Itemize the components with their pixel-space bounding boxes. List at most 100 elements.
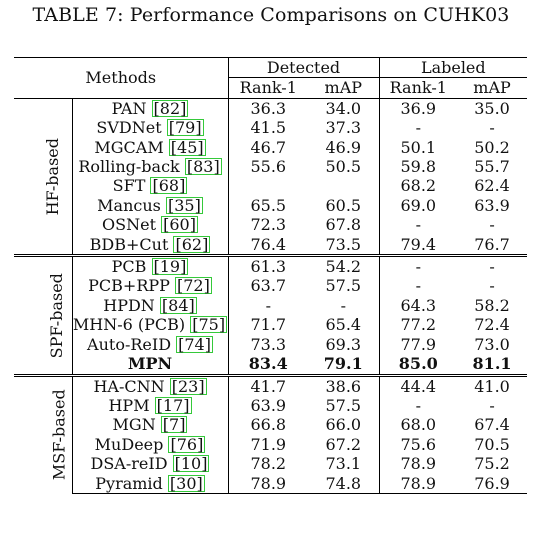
detected-map-cell: 73.1 <box>308 454 379 473</box>
detected-rank1-cell: 36.3 <box>228 98 308 118</box>
citation-number: 62 <box>182 235 202 254</box>
detected-rank1-cell: 71.7 <box>228 315 308 334</box>
citation-number: 35 <box>174 196 194 215</box>
citation-link[interactable]: [7] <box>161 416 188 433</box>
detected-map-cell: 60.5 <box>308 196 379 215</box>
group-label-cell: HF-based <box>14 98 72 255</box>
table-row: DSA-reID [10] 78.2 73.1 78.9 75.2 <box>14 454 527 473</box>
citation-link[interactable]: [62] <box>173 236 210 253</box>
detected-map-cell: - <box>308 296 379 315</box>
group-label-cell: SPF-based <box>14 256 72 375</box>
method-name: BDB+Cut <box>90 235 169 254</box>
method-name: MPN <box>128 354 172 373</box>
method-cell: PAN [82] <box>72 98 228 118</box>
citation-number: 10 <box>181 454 201 473</box>
labeled-rank1-cell: 68.2 <box>379 176 457 195</box>
labeled-rank1-cell: 59.8 <box>379 157 457 176</box>
citation-link[interactable]: [83] <box>185 158 222 175</box>
citation-link[interactable]: [68] <box>150 177 187 194</box>
method-name: Pyramid <box>95 474 163 493</box>
labeled-map-cell: 63.9 <box>457 196 527 215</box>
method-cell: Auto-ReID [74] <box>72 335 228 354</box>
method-cell: MHN-6 (PCB) [75] <box>72 315 228 334</box>
detected-map-cell: 73.5 <box>308 235 379 256</box>
citation-link[interactable]: [19] <box>152 258 189 275</box>
method-name: OSNet <box>102 215 156 234</box>
labeled-rank1-cell: - <box>379 276 457 295</box>
table-row: HPDN [84] - -64.3 58.2 <box>14 296 527 315</box>
labeled-rank1-cell: - <box>379 215 457 234</box>
table-row: SVDNet [79] 41.5 37.3- - <box>14 118 527 137</box>
citation-link[interactable]: [82] <box>152 100 189 117</box>
citation-link[interactable]: [23] <box>170 378 207 395</box>
group-label: HF-based <box>43 138 62 215</box>
method-cell: Pyramid [30] <box>72 474 228 494</box>
citation-link[interactable]: [75] <box>190 316 227 333</box>
citation-link[interactable]: [45] <box>169 139 206 156</box>
method-cell: MuDeep [76] <box>72 435 228 454</box>
header-row: Methods Detected Labeled <box>14 58 527 78</box>
citation-link[interactable]: [76] <box>168 436 205 453</box>
labeled-rank1-cell: 44.4 <box>379 375 457 396</box>
method-name: SVDNet <box>96 118 161 137</box>
citation-number: 79 <box>175 118 195 137</box>
method-cell: SFT [68] <box>72 176 228 195</box>
detected-map-cell: 37.3 <box>308 118 379 137</box>
detected-rank1-cell: 46.7 <box>228 138 308 157</box>
citation-number: 30 <box>176 474 196 493</box>
citation-number: 19 <box>160 257 180 276</box>
method-cell: DSA-reID [10] <box>72 454 228 473</box>
method-name: SFT <box>113 176 146 195</box>
detected-rank1-cell: - <box>228 296 308 315</box>
method-cell: OSNet [60] <box>72 215 228 234</box>
table-row: HPM [17] 63.9 57.5 - - <box>14 396 527 415</box>
detected-rank1-cell: 73.3 <box>228 335 308 354</box>
citation-number: 7 <box>169 415 179 434</box>
detected-map-cell: 74.8 <box>308 474 379 494</box>
method-name: MGCAM <box>94 138 163 157</box>
group-label-cell: MSF-based <box>14 375 72 493</box>
detected-rank1-cell: 63.9 <box>228 396 308 415</box>
citation-number: 72 <box>183 276 203 295</box>
methods-header: Methods <box>14 58 228 99</box>
labeled-map-cell: 72.4 <box>457 315 527 334</box>
citation-link[interactable]: [84] <box>160 297 197 314</box>
method-name: Rolling-back <box>78 157 179 176</box>
detected-rank1-cell: 41.5 <box>228 118 308 137</box>
detected-rank1-cell: 72.3 <box>228 215 308 234</box>
labeled-map-cell: 81.1 <box>457 354 527 375</box>
detected-rank1-cell: 83.4 <box>228 354 308 375</box>
labeled-map-cell: - <box>457 396 527 415</box>
citation-link[interactable]: [30] <box>168 475 205 492</box>
detected-map-cell: 66.0 <box>308 415 379 434</box>
citation-number: 82 <box>160 99 180 118</box>
citation-link[interactable]: [10] <box>173 455 210 472</box>
labeled-rank1-cell: 64.3 <box>379 296 457 315</box>
table-row: MuDeep [76] 71.9 67.2 75.6 70.5 <box>14 435 527 454</box>
labeled-map-cell: - <box>457 276 527 295</box>
method-cell: Rolling-back [83] <box>72 157 228 176</box>
method-name: PAN <box>112 99 147 118</box>
labeled-map-cell: 70.5 <box>457 435 527 454</box>
group-label: MSF-based <box>50 390 69 481</box>
citation-link[interactable]: [35] <box>166 197 203 214</box>
detected-map-cell: 46.9 <box>308 138 379 157</box>
table-row: Rolling-back [83] 55.6 50.5 59.8 55.7 <box>14 157 527 176</box>
citation-link[interactable]: [72] <box>175 277 212 294</box>
detected-map-cell: 67.2 <box>308 435 379 454</box>
method-name: MuDeep <box>95 435 164 454</box>
detected-map-cell: 65.4 <box>308 315 379 334</box>
citation-number: 76 <box>177 435 197 454</box>
citation-link[interactable]: [74] <box>176 336 213 353</box>
table-row: Pyramid [30] 78.9 74.8 78.9 76.9 <box>14 474 527 494</box>
table-row: MGCAM [45] 46.7 46.9 50.1 50.2 <box>14 138 527 157</box>
method-name: DSA-reID <box>91 454 168 473</box>
table-row: MSF-based HA-CNN [23] 41.7 38.6 44.4 41.0 <box>14 375 527 396</box>
labeled-rank1-cell: 50.1 <box>379 138 457 157</box>
citation-link[interactable]: [17] <box>155 397 192 414</box>
labeled-map-cell: 75.2 <box>457 454 527 473</box>
labeled-rank1-header: Rank-1 <box>379 78 457 98</box>
citation-link[interactable]: [79] <box>167 119 204 136</box>
citation-link[interactable]: [60] <box>161 216 198 233</box>
table-row: MHN-6 (PCB) [75] 71.7 65.4 77.2 72.4 <box>14 315 527 334</box>
